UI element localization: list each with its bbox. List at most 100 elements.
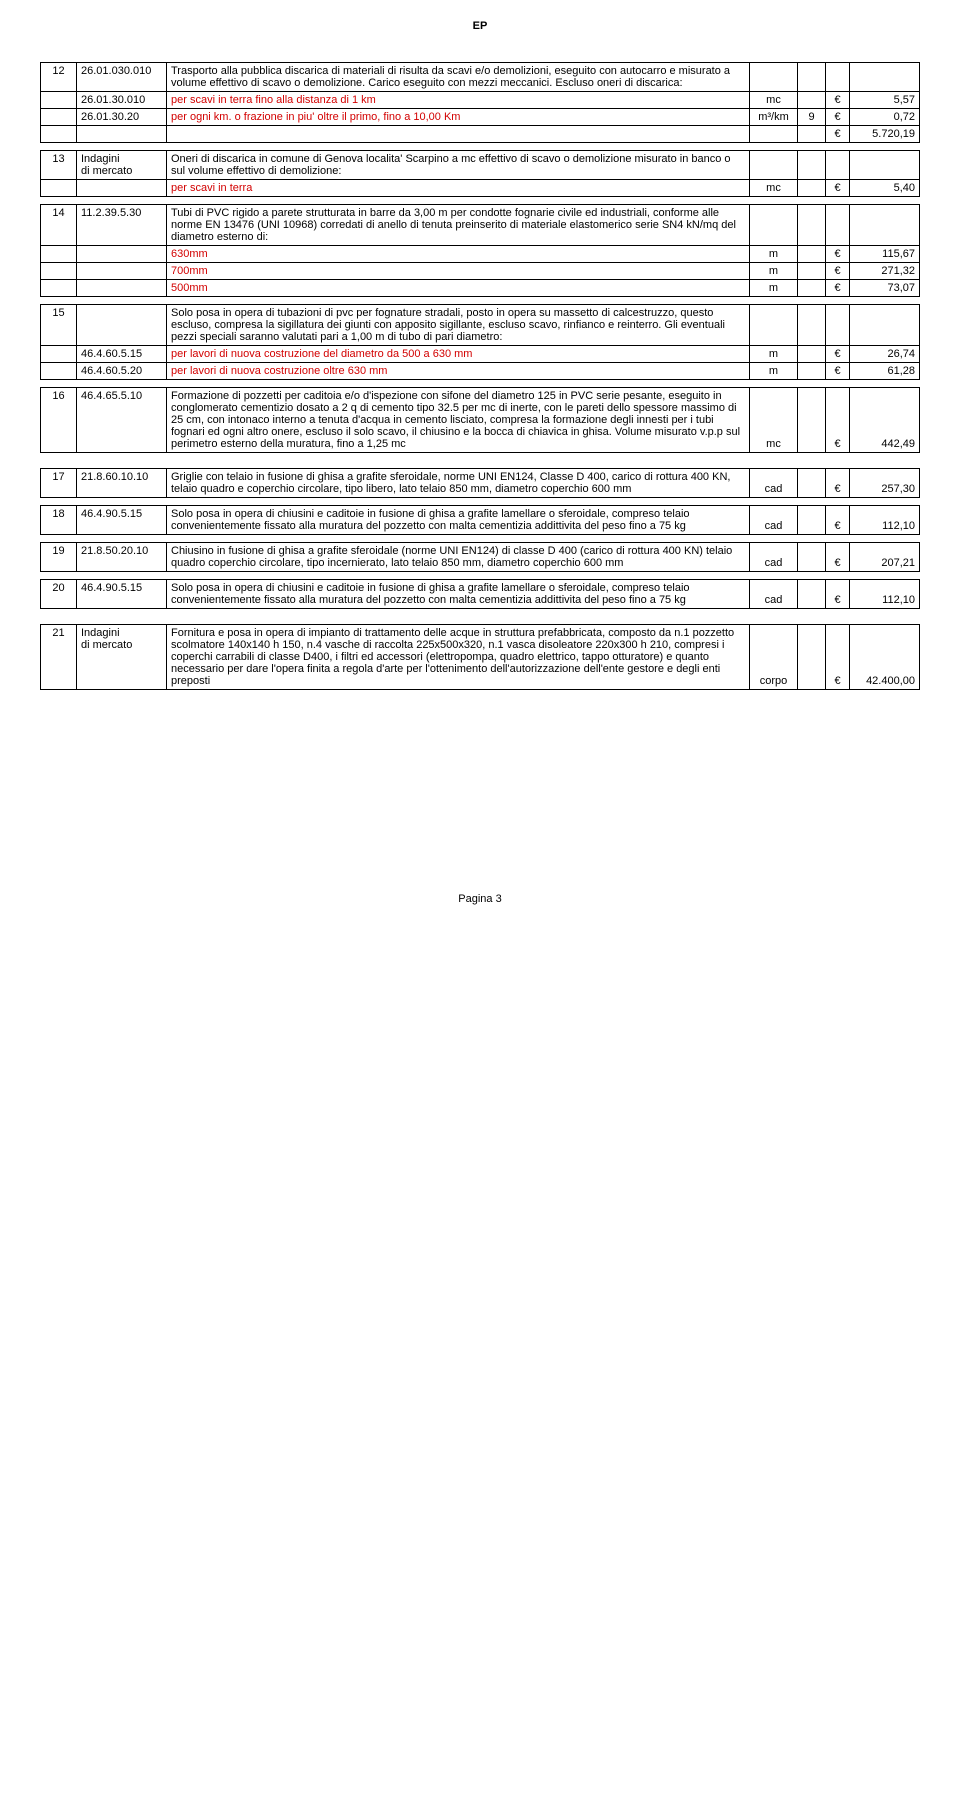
cell: cad (750, 506, 798, 535)
cell: € (826, 109, 850, 126)
cell: 73,07 (850, 280, 920, 297)
cell: € (826, 263, 850, 280)
cell: 42.400,00 (850, 625, 920, 690)
cell (167, 126, 750, 143)
cell (798, 92, 826, 109)
pricing-table: 1226.01.030.010Trasporto alla pubblica d… (40, 62, 920, 693)
cell: cad (750, 580, 798, 609)
cell: 26.01.030.010 (77, 63, 167, 92)
table-row: 1721.8.60.10.10Griglie con telaio in fus… (41, 469, 920, 498)
cell: 20 (41, 580, 77, 609)
cell: per lavori di nuova costruzione del diam… (167, 346, 750, 363)
cell (41, 126, 77, 143)
table-row: 1646.4.65.5.10Formazione di pozzetti per… (41, 388, 920, 453)
cell: 46.4.90.5.15 (77, 580, 167, 609)
cell: m (750, 280, 798, 297)
cell: mc (750, 388, 798, 453)
cell: 12 (41, 63, 77, 92)
cell (798, 506, 826, 535)
cell (798, 280, 826, 297)
cell: € (826, 363, 850, 380)
cell: 442,49 (850, 388, 920, 453)
cell: 46.4.60.5.20 (77, 363, 167, 380)
cell: 26.01.30.010 (77, 92, 167, 109)
cell: € (826, 346, 850, 363)
cell (41, 109, 77, 126)
cell: 112,10 (850, 506, 920, 535)
cell (750, 205, 798, 246)
cell: 18 (41, 506, 77, 535)
table-row (41, 297, 920, 305)
cell (41, 246, 77, 263)
table-row: 1921.8.50.20.10Chiusino in fusione di gh… (41, 543, 920, 572)
cell: 9 (798, 109, 826, 126)
cell: € (826, 506, 850, 535)
cell (750, 151, 798, 180)
cell: 700mm (167, 263, 750, 280)
cell: 207,21 (850, 543, 920, 572)
cell: Formazione di pozzetti per caditoia e/o … (167, 388, 750, 453)
cell (41, 263, 77, 280)
cell (798, 469, 826, 498)
cell: 271,32 (850, 263, 920, 280)
cell (826, 63, 850, 92)
table-row: per scavi in terramc€5,40 (41, 180, 920, 197)
cell (77, 305, 167, 346)
cell: Chiusino in fusione di ghisa a grafite s… (167, 543, 750, 572)
table-row: 1226.01.030.010Trasporto alla pubblica d… (41, 63, 920, 92)
cell: Trasporto alla pubblica discarica di mat… (167, 63, 750, 92)
cell: 21 (41, 625, 77, 690)
cell: 115,67 (850, 246, 920, 263)
cell (798, 346, 826, 363)
table-row (41, 197, 920, 205)
cell: corpo (750, 625, 798, 690)
cell (798, 63, 826, 92)
cell (798, 180, 826, 197)
table-row: 630mmm€115,67 (41, 246, 920, 263)
cell: 257,30 (850, 469, 920, 498)
cell: 21.8.60.10.10 (77, 469, 167, 498)
cell: 14 (41, 205, 77, 246)
table-row: 21Indagini di mercatoFornitura e posa in… (41, 625, 920, 690)
cell: per lavori di nuova costruzione oltre 63… (167, 363, 750, 380)
cell (798, 205, 826, 246)
cell: 5.720,19 (850, 126, 920, 143)
cell: m (750, 263, 798, 280)
cell (750, 63, 798, 92)
cell (798, 126, 826, 143)
table-row (41, 572, 920, 580)
cell: € (826, 469, 850, 498)
cell: 15 (41, 305, 77, 346)
cell (750, 126, 798, 143)
cell: mc (750, 180, 798, 197)
cell (798, 246, 826, 263)
cell: Indagini di mercato (77, 151, 167, 180)
cell: 13 (41, 151, 77, 180)
cell (798, 625, 826, 690)
cell: cad (750, 543, 798, 572)
table-row (41, 690, 920, 693)
cell: 26,74 (850, 346, 920, 363)
cell: 46.4.65.5.10 (77, 388, 167, 453)
cell (798, 305, 826, 346)
cell: Griglie con telaio in fusione di ghisa a… (167, 469, 750, 498)
cell: 500mm (167, 280, 750, 297)
table-row: 26.01.30.20per ogni km. o frazione in pi… (41, 109, 920, 126)
cell (798, 388, 826, 453)
cell (798, 363, 826, 380)
cell: 5,40 (850, 180, 920, 197)
cell (41, 180, 77, 197)
cell: Solo posa in opera di chiusini e caditoi… (167, 580, 750, 609)
cell: Indagini di mercato (77, 625, 167, 690)
cell: € (826, 543, 850, 572)
cell (798, 263, 826, 280)
cell: € (826, 246, 850, 263)
table-row: 26.01.30.010per scavi in terra fino alla… (41, 92, 920, 109)
table-row (41, 535, 920, 543)
cell (41, 92, 77, 109)
cell: 16 (41, 388, 77, 453)
table-row: €5.720,19 (41, 126, 920, 143)
table-row (41, 498, 920, 506)
cell: 17 (41, 469, 77, 498)
table-row (41, 461, 920, 469)
